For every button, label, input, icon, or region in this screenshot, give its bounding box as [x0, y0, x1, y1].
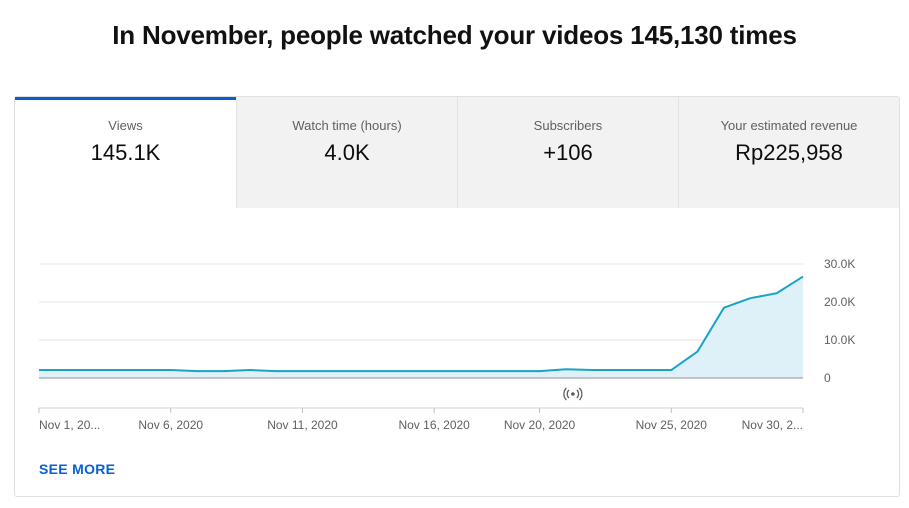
tab-subscribers[interactable]: Subscribers +106 — [457, 97, 678, 208]
tab-subscribers-label: Subscribers — [533, 118, 603, 133]
analytics-card: Views 145.1K Watch time (hours) 4.0K Sub… — [14, 96, 900, 497]
tab-watch-time-value: 4.0K — [324, 140, 370, 165]
tab-revenue-label: Your estimated revenue — [720, 118, 858, 133]
x-tick-label: Nov 16, 2020 — [398, 418, 470, 432]
x-tick-label: Nov 25, 2020 — [636, 418, 708, 432]
tab-views-value: 145.1K — [90, 140, 161, 165]
area-fill — [39, 276, 803, 378]
x-tick-label: Nov 11, 2020 — [267, 418, 338, 432]
y-tick-label: 20.0K — [824, 295, 855, 309]
x-tick-label: Nov 30, 2... — [742, 418, 803, 432]
y-tick-label: 0 — [824, 371, 831, 385]
tab-watch-time-label: Watch time (hours) — [292, 118, 402, 133]
tab-revenue-value: Rp225,958 — [735, 140, 843, 165]
y-tick-label: 30.0K — [824, 257, 855, 271]
see-more-link[interactable]: SEE MORE — [39, 461, 116, 477]
tab-subscribers-value: +106 — [543, 140, 593, 165]
broadcast-icon — [563, 387, 583, 401]
x-tick-label: Nov 6, 2020 — [138, 418, 203, 432]
x-tick-label: Nov 20, 2020 — [504, 418, 576, 432]
tab-watch-time[interactable]: Watch time (hours) 4.0K — [236, 97, 457, 208]
tab-revenue[interactable]: Your estimated revenue Rp225,958 — [678, 97, 899, 208]
tab-views-label: Views — [108, 118, 143, 133]
series-line — [39, 275, 804, 373]
tab-views[interactable]: Views 145.1K — [15, 97, 236, 208]
page-headline: In November, people watched your videos … — [112, 20, 797, 50]
x-tick-label: Nov 1, 20... — [39, 418, 100, 432]
y-tick-label: 10.0K — [824, 333, 855, 347]
metric-tabs: Views 145.1K Watch time (hours) 4.0K Sub… — [15, 97, 901, 209]
